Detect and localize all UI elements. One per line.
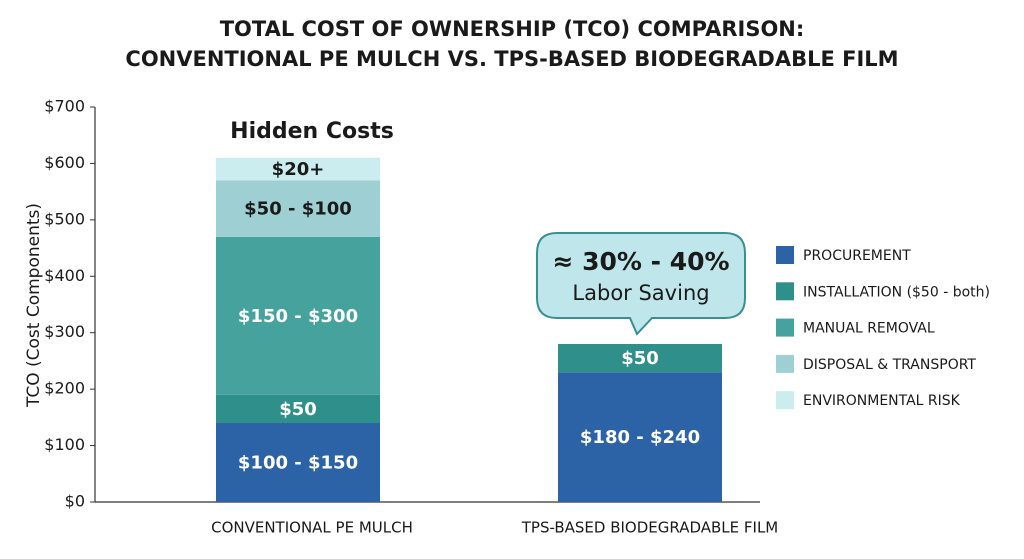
y-tick-label: $400 xyxy=(44,266,85,285)
callout xyxy=(536,232,746,336)
y-tick-label: $700 xyxy=(44,97,85,116)
bar-segment xyxy=(216,394,380,423)
legend-swatch xyxy=(776,246,794,264)
legend-swatch xyxy=(776,354,794,373)
y-tick-label: $300 xyxy=(44,322,85,341)
legend-label: MANUAL REMOVAL xyxy=(803,321,935,337)
y-axis-title: TCO (Cost Components) xyxy=(24,203,44,408)
bar-segment xyxy=(558,344,722,373)
bar-segment xyxy=(216,423,380,502)
legend-swatch xyxy=(776,318,794,337)
data-label: $100 - $150 xyxy=(238,453,358,474)
legend-swatch xyxy=(776,282,794,301)
bar-segment xyxy=(558,372,722,502)
legend-label: DISPOSAL & TRANSPORT xyxy=(803,357,976,373)
data-label: $50 xyxy=(279,399,317,420)
x-tick-label: TPS-BASED BIODEGRADABLE FILM xyxy=(521,519,779,537)
annotation: ≈ 30% - 40% xyxy=(552,247,729,276)
legend-swatch xyxy=(776,391,794,410)
chart-title: CONVENTIONAL PE MULCH VS. TPS-BASED BIOD… xyxy=(125,47,898,71)
chart-title: TOTAL COST OF OWNERSHIP (TCO) COMPARISON… xyxy=(220,17,805,41)
data-label: $50 - $100 xyxy=(244,199,352,220)
data-label: $180 - $240 xyxy=(580,427,700,448)
data-label: $20+ xyxy=(272,159,325,180)
y-tick-label: $100 xyxy=(44,435,85,454)
y-tick-label: $500 xyxy=(44,209,85,228)
data-label: $50 xyxy=(621,348,659,369)
bar-segment xyxy=(216,236,380,395)
annotation: Hidden Costs xyxy=(230,119,394,144)
y-tick-label: $0 xyxy=(65,492,85,511)
annotation: Labor Saving xyxy=(572,281,709,305)
legend-label: ENVIRONMENTAL RISK xyxy=(803,393,961,409)
y-tick-label: $600 xyxy=(44,153,85,172)
legend-label: PROCUREMENT xyxy=(803,248,911,264)
data-label: $150 - $300 xyxy=(238,306,358,327)
y-tick-label: $200 xyxy=(44,379,85,398)
legend-label: INSTALLATION ($50 - both) xyxy=(803,284,990,300)
bar-segment xyxy=(216,180,380,237)
bar-segment xyxy=(216,157,380,181)
x-tick-label: CONVENTIONAL PE MULCH xyxy=(211,519,413,537)
